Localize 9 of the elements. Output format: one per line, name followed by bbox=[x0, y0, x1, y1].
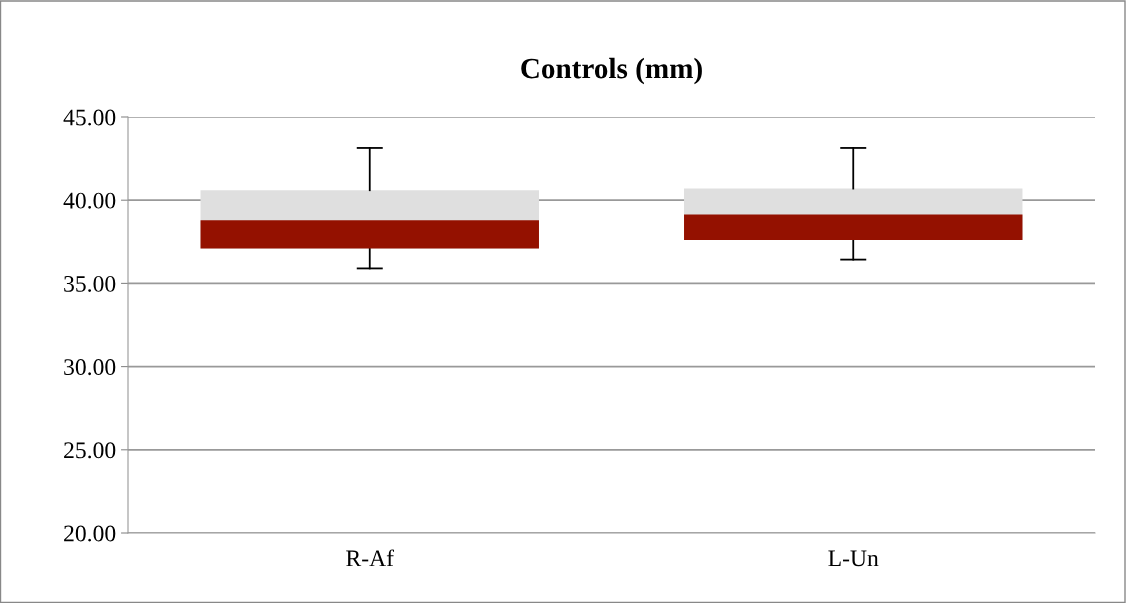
x-tick-label: L-Un bbox=[828, 550, 879, 567]
chart-title: Controls (mm) bbox=[521, 57, 702, 85]
x-tick-label: R-Af bbox=[346, 549, 395, 567]
y-tick-label: 35.00 bbox=[64, 275, 116, 292]
y-tick-label: 40.00 bbox=[63, 192, 116, 209]
y-tick-label: 30.00 bbox=[64, 359, 116, 376]
y-tick-label: 25.00 bbox=[64, 442, 116, 459]
y-tick-label: 45.00 bbox=[63, 109, 116, 126]
y-tick-label: 20.00 bbox=[64, 525, 116, 542]
